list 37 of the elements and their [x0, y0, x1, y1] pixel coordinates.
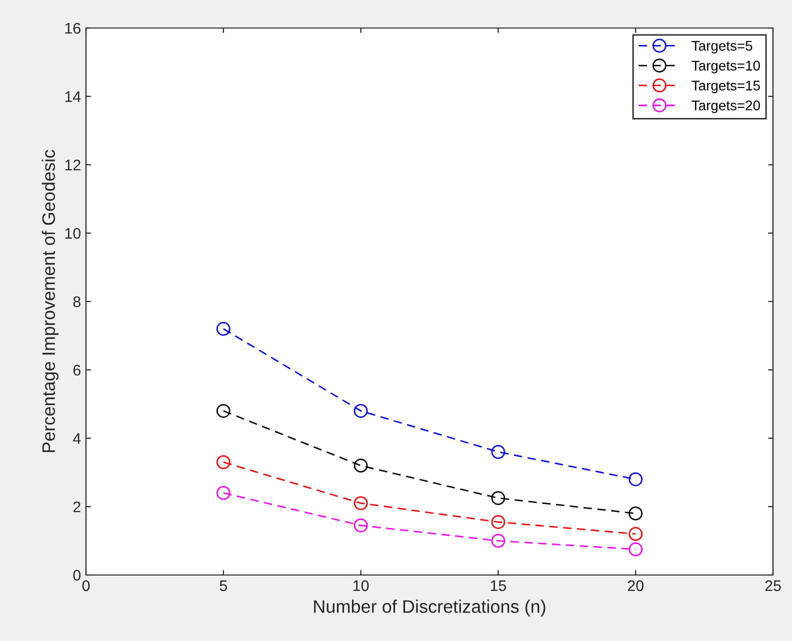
- point: [354, 496, 368, 510]
- point: [628, 506, 643, 520]
- point: [354, 404, 368, 418]
- legend-label: Targets=10: [692, 60, 760, 74]
- x-tick-label: 25: [765, 580, 781, 592]
- point: [491, 515, 506, 529]
- point: [491, 491, 506, 506]
- y-tick-label: 16: [65, 22, 80, 34]
- x-axis-title: Number of Discretizations (n): [314, 600, 546, 616]
- legend-label: Targets=20: [692, 100, 760, 114]
- x-tick-label: 0: [82, 580, 90, 592]
- y-tick-label: 14: [65, 91, 81, 102]
- y-tick-label: 10: [65, 228, 81, 239]
- y-tick-label: 0: [73, 570, 81, 581]
- y-tick-label: 6: [73, 364, 80, 376]
- x-tick-label: 10: [353, 580, 369, 592]
- point: [628, 542, 643, 556]
- point: [216, 322, 230, 336]
- legend-label: Targets=15: [692, 80, 760, 94]
- point: [491, 444, 506, 459]
- y-tick-label: 4: [72, 433, 81, 444]
- y-tick-label: 2: [73, 501, 80, 512]
- x-tick-label: 20: [628, 580, 644, 592]
- legend-label: Targets=5: [692, 41, 752, 54]
- y-tick-label: 8: [73, 296, 80, 308]
- y-axis-title: Percentage Improvement of Geodesic: [42, 150, 59, 452]
- point: [628, 527, 643, 541]
- point: [216, 455, 230, 470]
- point: [354, 518, 368, 532]
- point: [216, 404, 230, 418]
- point: [491, 534, 506, 548]
- y-tick-label: 12: [65, 160, 80, 170]
- x-tick-label: 5: [220, 580, 228, 592]
- x-tick-label: 15: [490, 580, 506, 592]
- point: [216, 486, 230, 500]
- point: [354, 458, 368, 473]
- point: [628, 472, 643, 486]
